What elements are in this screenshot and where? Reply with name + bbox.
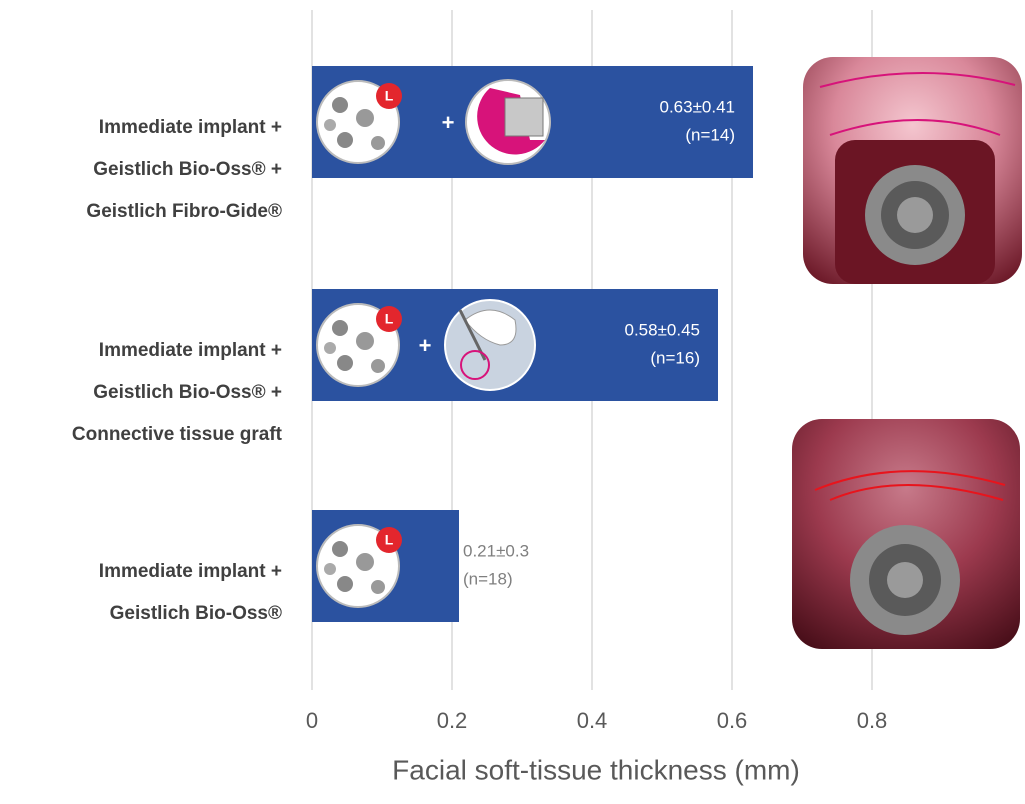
value-label: 0.58±0.45 xyxy=(624,320,700,339)
icon-group: L + L + L xyxy=(316,79,551,608)
svg-text:+: + xyxy=(419,333,432,358)
category-label: Geistlich Bio-Oss® + xyxy=(93,382,282,403)
sample-label: (n=18) xyxy=(463,569,513,588)
category-label: Connective tissue graft xyxy=(72,424,283,445)
category-label: Immediate implant + xyxy=(99,117,282,138)
membrane-icon xyxy=(465,79,551,165)
x-tick-label: 0.4 xyxy=(577,708,608,733)
graft-icon xyxy=(444,299,536,391)
clinical-photo xyxy=(792,419,1020,649)
category-label: Geistlich Bio-Oss® xyxy=(110,603,282,624)
x-axis-title: Facial soft-tissue thickness (mm) xyxy=(392,754,800,785)
sample-label: (n=14) xyxy=(685,125,735,144)
x-tick-label: 0 xyxy=(306,708,318,733)
category-label: Geistlich Bio-Oss® + xyxy=(93,159,282,180)
bone-icon: L xyxy=(316,80,402,164)
bone-icon: L xyxy=(316,303,402,387)
x-tick-label: 0.2 xyxy=(437,708,468,733)
svg-text:L: L xyxy=(385,311,394,327)
category-label: Geistlich Fibro-Gide® xyxy=(86,201,282,222)
x-tick-label: 0.8 xyxy=(857,708,888,733)
sample-label: (n=16) xyxy=(650,348,700,367)
value-label: 0.21±0.3 xyxy=(463,541,529,560)
clinical-photo xyxy=(803,57,1022,284)
value-label: 0.63±0.41 xyxy=(659,97,735,116)
svg-text:L: L xyxy=(385,532,394,548)
category-label: Immediate implant + xyxy=(99,561,282,582)
svg-text:+: + xyxy=(442,110,455,135)
svg-text:L: L xyxy=(385,88,394,104)
x-tick-label: 0.6 xyxy=(717,708,748,733)
bone-icon: L xyxy=(316,524,402,608)
category-label: Immediate implant + xyxy=(99,340,282,361)
